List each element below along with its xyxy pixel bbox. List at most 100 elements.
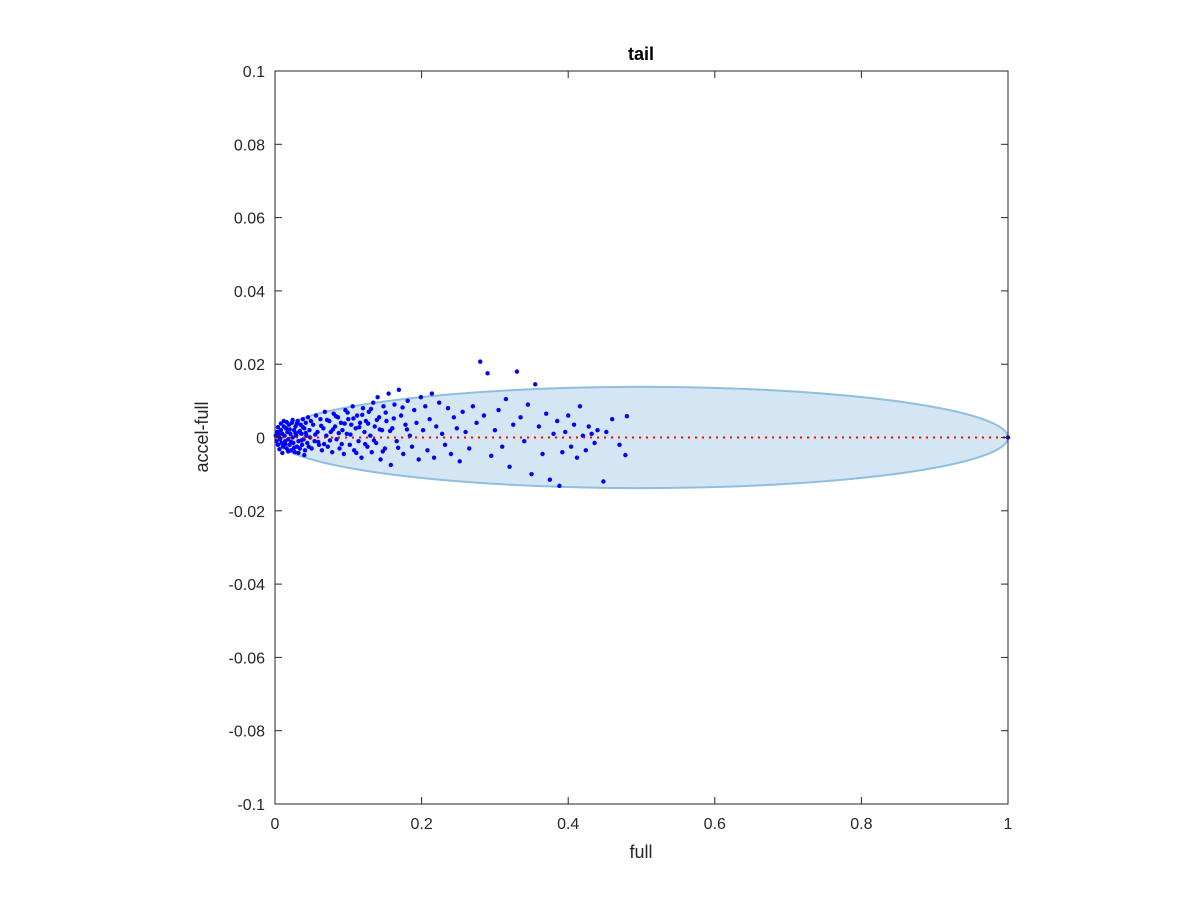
data-point <box>544 411 549 416</box>
data-point <box>362 429 367 435</box>
data-point <box>416 457 421 462</box>
y-tick-label: 0.06 <box>234 211 265 228</box>
data-point <box>345 410 350 415</box>
data-point <box>288 431 293 437</box>
data-point <box>529 471 534 477</box>
data-point <box>291 445 297 450</box>
data-point <box>485 371 490 376</box>
data-point <box>350 404 355 409</box>
data-point <box>369 449 374 455</box>
data-point <box>313 413 319 418</box>
data-point <box>299 438 304 443</box>
data-point <box>275 425 281 430</box>
y-tick-label: -0.04 <box>229 577 266 594</box>
x-tick-label: 0.6 <box>704 816 726 833</box>
data-point <box>431 455 437 460</box>
data-point <box>547 477 553 482</box>
y-tick-label: 0.08 <box>234 137 265 154</box>
data-point <box>354 450 359 456</box>
data-point <box>500 444 505 449</box>
data-point <box>292 449 297 455</box>
data-point <box>278 421 284 426</box>
y-tick-label: -0.08 <box>229 724 266 741</box>
data-point <box>340 427 345 433</box>
data-point <box>362 441 368 447</box>
data-point <box>342 421 347 426</box>
data-point <box>420 427 426 433</box>
y-tick-label: 0.04 <box>234 284 265 301</box>
y-axis-ticks: -0.1 -0.08 -0.06 -0.04 -0.02 0 0.02 0.04 0.06 0.0… <box>229 64 1008 814</box>
data-point <box>302 452 307 458</box>
data-point <box>339 441 344 447</box>
data-point <box>353 426 358 431</box>
data-point <box>503 396 509 402</box>
x-tick-label: 0 <box>271 816 280 833</box>
data-point <box>394 438 399 444</box>
data-point <box>533 382 538 387</box>
data-point <box>327 438 333 443</box>
data-point <box>518 415 523 420</box>
data-point <box>356 438 361 444</box>
data-point <box>388 462 394 468</box>
data-point <box>412 407 417 413</box>
data-point <box>283 441 288 447</box>
data-point <box>305 415 311 420</box>
data-point <box>429 391 435 396</box>
data-point <box>470 404 476 409</box>
data-point <box>329 449 335 455</box>
data-point <box>609 416 615 422</box>
data-point <box>351 416 356 421</box>
data-point <box>571 422 577 427</box>
scatter-points <box>273 359 1011 489</box>
y-tick-label: 0.02 <box>234 357 265 374</box>
data-point <box>568 444 574 449</box>
data-point <box>423 404 428 409</box>
data-point <box>540 451 545 457</box>
data-point <box>276 431 281 437</box>
data-point <box>284 419 289 425</box>
data-point <box>368 433 373 438</box>
data-point <box>436 400 442 405</box>
data-point <box>357 425 362 430</box>
data-point <box>337 446 342 451</box>
chart-title: tail <box>628 44 654 64</box>
data-point <box>287 427 292 432</box>
data-point <box>365 421 371 426</box>
data-point <box>396 387 402 393</box>
x-axis-label: full <box>629 842 652 862</box>
data-point <box>349 422 354 427</box>
data-point <box>302 448 308 453</box>
data-point <box>296 450 301 456</box>
data-point <box>324 417 330 423</box>
data-point <box>496 407 501 413</box>
data-point <box>586 424 591 429</box>
data-point <box>439 431 445 437</box>
data-point <box>318 423 324 428</box>
data-point <box>525 402 531 407</box>
x-axis-ticks: 0 0.2 0.4 0.6 0.8 1 <box>271 71 1013 833</box>
data-point <box>338 420 344 426</box>
data-point <box>375 394 380 400</box>
data-point <box>341 451 347 457</box>
data-point <box>414 420 419 426</box>
data-point <box>310 422 316 427</box>
data-point <box>601 479 606 484</box>
data-point <box>279 440 284 446</box>
data-point <box>454 426 459 431</box>
data-point <box>303 430 308 436</box>
data-point <box>463 429 468 435</box>
data-point <box>566 413 571 418</box>
data-point <box>551 431 556 437</box>
data-point <box>300 416 306 422</box>
data-point <box>368 406 374 412</box>
data-point <box>395 445 401 450</box>
data-point <box>467 446 472 451</box>
y-tick-label: -0.1 <box>237 797 265 814</box>
data-point <box>318 416 323 422</box>
data-point <box>624 414 630 419</box>
data-point <box>457 459 462 464</box>
y-tick-label: -0.06 <box>229 650 266 667</box>
data-point <box>474 420 479 426</box>
data-point <box>604 429 609 435</box>
data-point <box>460 409 465 415</box>
